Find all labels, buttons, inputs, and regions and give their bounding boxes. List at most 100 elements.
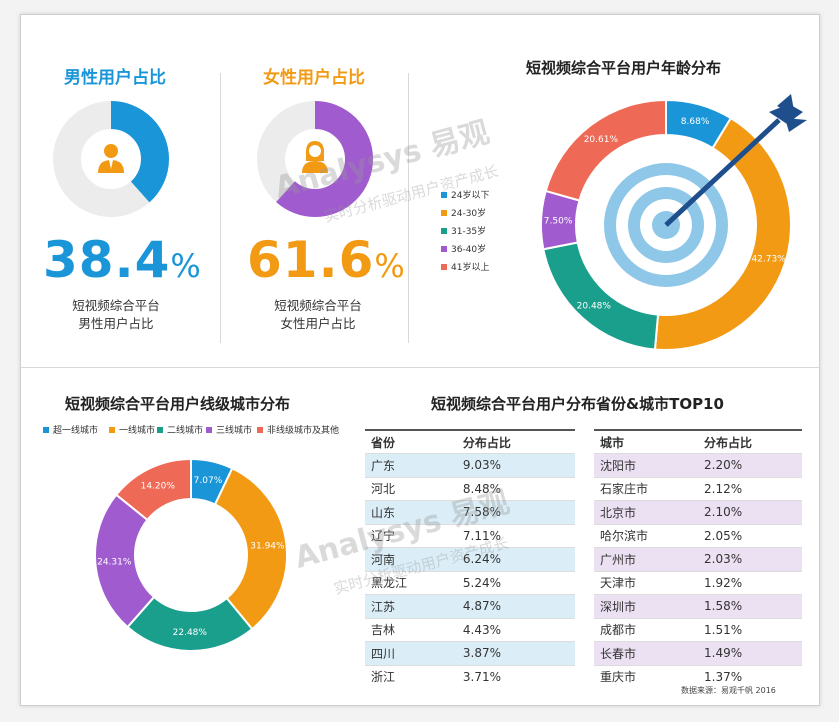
arrow-fletching bbox=[769, 104, 803, 124]
age-slice-1 bbox=[653, 116, 792, 351]
male-title: 男性用户占比 bbox=[64, 68, 166, 88]
province-row: 河北 8.48% bbox=[365, 476, 575, 501]
age-legend-swatch-3 bbox=[441, 245, 447, 252]
city-tier-legend-item-0: 超一线城市 bbox=[43, 423, 98, 436]
city-tier-label-4: 14.20% bbox=[141, 482, 176, 492]
city-row: 哈尔滨市 2.05% bbox=[594, 523, 802, 548]
city-share-cell: 2.05% bbox=[698, 523, 802, 548]
province-row: 河南 6.24% bbox=[365, 547, 575, 571]
age-label-4: 20.61% bbox=[584, 135, 619, 145]
city-share-cell: 2.20% bbox=[698, 453, 802, 477]
male-percentage: 38.4% bbox=[43, 231, 202, 289]
age-legend-label-1: 24-30岁 bbox=[451, 209, 487, 219]
city-name-cell: 北京市 bbox=[594, 500, 698, 524]
city-row: 北京市 2.10% bbox=[594, 500, 802, 524]
city-name-cell: 哈尔滨市 bbox=[594, 523, 698, 548]
city-tier-legend-swatch-0 bbox=[43, 426, 49, 433]
city-name-cell: 天津市 bbox=[594, 570, 698, 595]
divider-1 bbox=[220, 73, 221, 343]
city-tier-legend-label-4: 非线级城市及其他 bbox=[267, 426, 340, 436]
city-row: 天津市 1.92% bbox=[594, 570, 802, 595]
city-tier-donut-chart: 7.07% 31.94% 22.48% 24.31% 14.20% bbox=[94, 457, 288, 652]
city-share-cell: 1.51% bbox=[698, 617, 802, 642]
age-legend-swatch-2 bbox=[441, 227, 447, 234]
male-unit: % bbox=[170, 247, 202, 285]
female-unit: % bbox=[374, 247, 406, 285]
city-share-cell: 2.12% bbox=[698, 476, 802, 501]
city-tier-legend-item-1: 一线城市 bbox=[109, 423, 155, 436]
province-name-cell: 浙江 bbox=[365, 664, 457, 688]
age-label-3: 7.50% bbox=[544, 217, 573, 227]
city-tier-legend-label-1: 一线城市 bbox=[119, 426, 156, 436]
city-name-cell: 沈阳市 bbox=[594, 453, 698, 477]
province-name-cell: 辽宁 bbox=[365, 523, 457, 548]
city-tier-label-3: 24.31% bbox=[97, 558, 132, 568]
age-donut-chart: 8.68% 42.73% 20.48% 7.50% 20.61% bbox=[541, 94, 807, 351]
province-row: 吉林 4.43% bbox=[365, 617, 575, 642]
city-row: 成都市 1.51% bbox=[594, 617, 802, 642]
province-share-cell: 4.87% bbox=[456, 594, 575, 618]
province-table: 省份 分布占比 广东 9.03% 河北 8.48% 山东 7.58% 辽宁 7.11% 河南 6.2… bbox=[365, 429, 575, 688]
female-caption-line2: 女性用户占比 bbox=[280, 316, 356, 331]
province-name-cell: 四川 bbox=[365, 641, 457, 665]
province-row: 辽宁 7.11% bbox=[365, 523, 575, 548]
female-value: 61.6 bbox=[247, 231, 375, 289]
city-row: 沈阳市 2.20% bbox=[594, 453, 802, 477]
age-slice-4 bbox=[544, 98, 667, 202]
city-name-cell: 成都市 bbox=[594, 617, 698, 642]
age-legend-label-2: 31-35岁 bbox=[451, 227, 487, 237]
city-name-cell: 广州市 bbox=[594, 547, 698, 571]
divider-2 bbox=[408, 73, 409, 343]
city-share-cell: 1.92% bbox=[698, 570, 802, 595]
province-row: 四川 3.87% bbox=[365, 641, 575, 665]
city-tier-legend-swatch-2 bbox=[157, 426, 163, 433]
city-row: 广州市 2.03% bbox=[594, 547, 802, 571]
city-tier-legend-label-0: 超一线城市 bbox=[53, 426, 99, 436]
province-row: 黑龙江 5.24% bbox=[365, 570, 575, 595]
province-share-cell: 6.24% bbox=[456, 547, 575, 571]
city-tier-legend-swatch-1 bbox=[109, 426, 115, 433]
city-tier-chart-title: 短视频综合平台用户线级城市分布 bbox=[65, 395, 291, 413]
age-legend-item-1: 24-30岁 bbox=[441, 206, 486, 219]
age-legend-label-3: 36-40岁 bbox=[451, 245, 487, 255]
province-share-cell: 3.87% bbox=[456, 641, 575, 665]
province-name-cell: 吉林 bbox=[365, 617, 457, 642]
arrow-shaft bbox=[664, 118, 781, 227]
province-share-cell: 7.58% bbox=[456, 500, 575, 524]
city-name-cell: 深圳市 bbox=[594, 594, 698, 618]
city-tier-legend-swatch-4 bbox=[257, 426, 263, 433]
city-column-header: 城市 bbox=[594, 429, 698, 454]
city-tier-label-0: 7.07% bbox=[194, 476, 223, 486]
province-name-cell: 河南 bbox=[365, 547, 457, 571]
city-tier-legend-swatch-3 bbox=[206, 426, 212, 433]
province-share-cell: 3.71% bbox=[456, 664, 575, 688]
male-donut-arc bbox=[53, 101, 169, 217]
province-name-cell: 广东 bbox=[365, 453, 457, 477]
male-caption: 短视频综合平台 男性用户占比 bbox=[51, 297, 181, 333]
city-name-cell: 长春市 bbox=[594, 641, 698, 665]
city-tier-legend-label-2: 二线城市 bbox=[167, 426, 204, 436]
province-row: 江苏 4.87% bbox=[365, 594, 575, 618]
age-legend-label-0: 24岁以下 bbox=[451, 191, 490, 201]
city-row: 重庆市 1.37% bbox=[594, 664, 802, 688]
province-row: 山东 7.58% bbox=[365, 500, 575, 524]
age-legend-label-4: 41岁以上 bbox=[451, 263, 490, 273]
city-tier-label-2: 22.48% bbox=[173, 628, 208, 638]
age-legend-swatch-0 bbox=[441, 191, 447, 198]
age-label-1: 42.73% bbox=[751, 255, 786, 265]
female-percentage: 61.6% bbox=[247, 231, 406, 289]
city-tier-label-1: 31.94% bbox=[250, 542, 285, 552]
city-tier-legend-item-2: 二线城市 bbox=[157, 423, 203, 436]
province-share-cell: 5.24% bbox=[456, 570, 575, 595]
age-legend-swatch-4 bbox=[441, 263, 447, 270]
city-share-column-header: 分布占比 bbox=[698, 429, 802, 454]
female-donut-arc bbox=[257, 101, 373, 217]
female-title: 女性用户占比 bbox=[263, 68, 365, 88]
female-user-icon bbox=[302, 141, 328, 173]
watermark-brand-text: 易观 bbox=[426, 114, 494, 165]
city-tier-slice-1 bbox=[213, 466, 288, 631]
city-share-cell: 2.03% bbox=[698, 547, 802, 571]
data-source-note: 数据来源：易观千帆 2016 bbox=[681, 686, 776, 695]
province-share-cell: 8.48% bbox=[456, 476, 575, 501]
male-caption-line2: 男性用户占比 bbox=[78, 316, 154, 331]
